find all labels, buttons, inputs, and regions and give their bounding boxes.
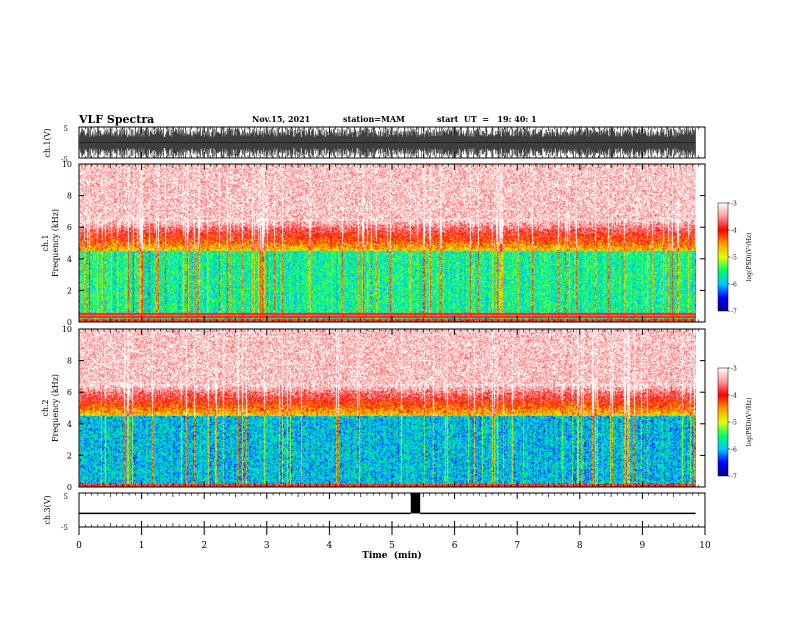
- ch1-colorbar-bar: [717, 202, 729, 312]
- ch1-spectrogram-yticks: 0 2 4 6 8 10: [62, 160, 705, 327]
- ch1-ytick-label-1: 2: [67, 286, 72, 295]
- ch2-spectrogram-ylabel: Frequency (kHz): [51, 374, 60, 442]
- ch2-ytick-label-4: 8: [67, 357, 72, 366]
- ch1-waveform-trace: [79, 127, 696, 158]
- ch3-waveform-ylabel: ch.3(V): [43, 495, 52, 524]
- ch1-spectrogram-image: [79, 164, 696, 322]
- xtick-label-1: 1: [139, 541, 145, 551]
- xtick-label-3: 3: [264, 541, 270, 551]
- xtick-label-5: 5: [389, 541, 395, 551]
- ch1-waveform-ylabel: ch.1(V): [43, 128, 52, 157]
- x-axis-title: Time (min): [362, 550, 422, 561]
- ch2-spectrogram-panel: 0 2 4 6 8 10 ch.2 Frequency (kHz) -3 -4 -5 -6 -7 l…: [41, 325, 753, 492]
- ch1-ytick-label-4: 8: [67, 192, 72, 201]
- ch1-ytick-bottom: -5: [61, 156, 68, 164]
- ch2-ytick-label-1: 2: [67, 451, 72, 460]
- ch3-ytick-bottom: -5: [61, 524, 68, 532]
- ch2-spectrogram-image: [79, 329, 696, 487]
- ch1-colorbar-ticklabel-1: -4: [731, 228, 737, 235]
- ch1-ytick-label-2: 4: [67, 255, 72, 264]
- xtick-label-2: 2: [201, 541, 207, 551]
- p2-img-raster: [79, 164, 696, 322]
- ch2-colorbar-ticklabel-0: -3: [731, 366, 737, 373]
- ch1-ytick-top: 5: [64, 125, 68, 133]
- ch2-colorbar: -3 -4 -5 -6 -7 log(PSD)(V²/Hz): [717, 366, 753, 481]
- start-time-label: start UT = 19: 40: 1: [437, 114, 537, 124]
- ch1-ytick-label-5: 10: [62, 160, 72, 169]
- ch1-colorbar: -3 -4 -5 -6 -7 log(PSD)(V²/Hz): [717, 201, 753, 316]
- ch2-ytick-label-2: 4: [67, 420, 72, 429]
- ch2-ytick-label-5: 10: [62, 325, 72, 334]
- ch1-colorbar-ticklabel-3: -6: [731, 282, 737, 289]
- header: VLF Spectra Nov.15, 2021 station=MAM sta…: [78, 113, 537, 126]
- ch1-colorbar-label: log(PSD)(V²/Hz): [746, 233, 753, 282]
- ch2-ytick-label-3: 6: [67, 388, 72, 397]
- xtick-label-4: 4: [327, 541, 333, 551]
- ch3-waveform-trace: [79, 493, 696, 515]
- ch1-spectrogram-ylabel: Frequency (kHz): [51, 209, 60, 277]
- xtick-label-0: 0: [76, 541, 82, 551]
- ch1-ytick-label-3: 6: [67, 223, 72, 232]
- ch1-spectrogram-panel: 0 2 4 6 8 10 ch.1 Frequency (kHz) -3 -4 -5 -6 -7 l…: [41, 160, 753, 327]
- xtick-label-7: 7: [514, 541, 520, 551]
- xtick-label-10: 10: [699, 541, 711, 551]
- ch2-colorbar-ticklabel-4: -7: [731, 474, 737, 481]
- ch3-ytick-top: 5: [64, 493, 68, 501]
- date-label: Nov.15, 2021: [252, 114, 310, 124]
- ch2-colorbar-bar: [717, 367, 729, 477]
- ch3-pulse: [410, 493, 421, 514]
- ch1-spectrogram-channel-label: ch.1: [41, 234, 50, 251]
- station-label: station=MAM: [343, 114, 405, 124]
- ch3-waveform-panel: 5 -5 ch.3(V): [43, 492, 706, 532]
- ch2-spectrogram-channel-label: ch.2: [41, 399, 50, 416]
- xtick-label-6: 6: [452, 541, 458, 551]
- ch1-colorbar-ticklabel-2: -5: [731, 255, 737, 262]
- ch2-colorbar-label: log(PSD)(V²/Hz): [746, 398, 753, 447]
- xtick-label-8: 8: [577, 541, 583, 551]
- xtick-label-9: 9: [640, 541, 646, 551]
- ch2-colorbar-ticklabel-3: -6: [731, 447, 737, 454]
- time-axis-labels: 0 1 2 3 4 5 6 7 8 9 10: [76, 541, 711, 551]
- chart-title: VLF Spectra: [78, 113, 154, 126]
- ch1-ytick-label-0: 0: [67, 318, 72, 327]
- p3-img-raster: [79, 329, 696, 487]
- time-axis-ticks: [78, 127, 706, 535]
- ch2-ytick-label-0: 0: [67, 483, 72, 492]
- ch2-colorbar-ticklabel-1: -4: [731, 393, 737, 400]
- ch1-colorbar-ticklabel-0: -3: [731, 201, 737, 208]
- ch2-colorbar-ticklabel-2: -5: [731, 420, 737, 427]
- ch1-waveform-panel: 5 -5 ch.1(V): [43, 125, 706, 164]
- ch2-spectrogram-yticks: 0 2 4 6 8 10: [62, 325, 705, 492]
- ch1-colorbar-ticklabel-4: -7: [731, 309, 737, 316]
